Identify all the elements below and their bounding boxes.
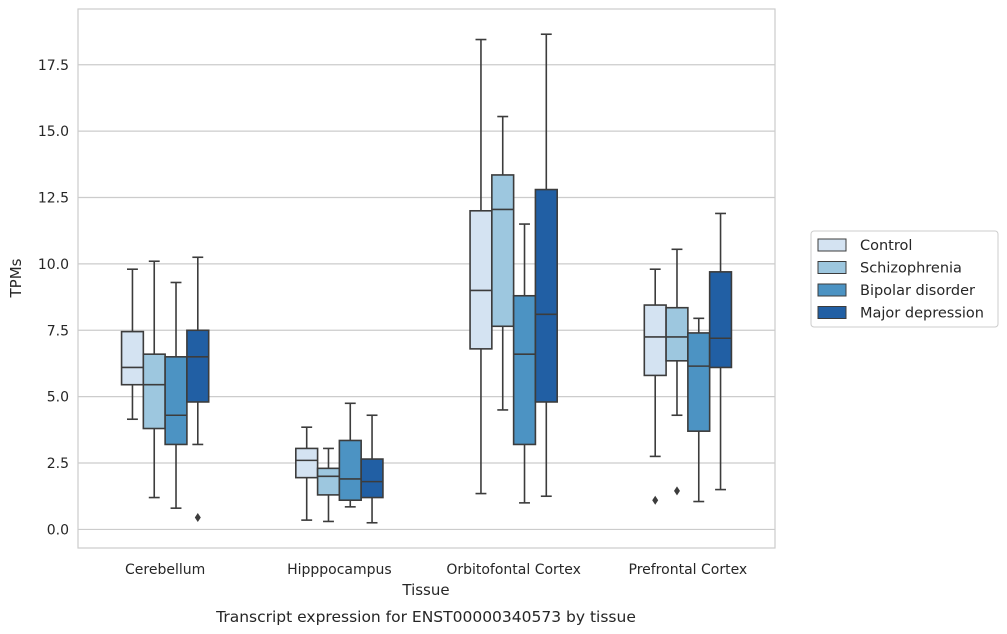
y-axis-label: TPMs	[7, 258, 25, 298]
legend-label: Schizophrenia	[860, 261, 962, 277]
x-tick-label: Hipppocampus	[287, 562, 392, 578]
legend-swatch	[817, 306, 847, 319]
box-iqr	[534, 188, 558, 403]
legend-frame	[810, 230, 999, 328]
box-iqr	[164, 356, 188, 446]
box-iqr	[295, 447, 319, 479]
y-tick-label: 5.0	[47, 390, 69, 406]
box-iqr	[360, 458, 384, 499]
legend-label: Major depression	[860, 306, 984, 322]
box-3-0	[643, 268, 667, 505]
y-tick-label: 15.0	[38, 124, 69, 140]
box-iqr	[120, 330, 145, 386]
box-iqr	[338, 439, 362, 502]
x-axis-label: Tissue	[401, 581, 449, 599]
plot-frame	[77, 8, 776, 549]
outlier-point	[194, 512, 201, 522]
y-tick-label: 7.5	[47, 323, 69, 339]
chart-caption: Transcript expression for ENST0000034057…	[215, 608, 636, 626]
box-3-2	[687, 317, 711, 503]
y-axis-ticks: 0.0 2.5 5.0 7.5 10.0 12.5 15.0 17.5	[38, 58, 69, 539]
box-iqr	[491, 174, 515, 328]
box-2-1	[491, 115, 515, 411]
box-iqr	[469, 209, 493, 350]
box-iqr	[687, 332, 711, 432]
box-iqr	[142, 353, 166, 430]
legend-swatch	[817, 261, 847, 274]
box-iqr	[643, 304, 667, 377]
legend: Control Schizophrenia Bipolar disorder Majo…	[810, 230, 999, 328]
legend-label: Control	[860, 238, 912, 254]
box-1-1	[316, 447, 341, 523]
box-2-2	[512, 223, 537, 504]
box-1-0	[295, 426, 319, 521]
box-0-3	[186, 256, 210, 522]
legend-swatch	[817, 238, 847, 252]
y-tick-label: 2.5	[47, 456, 69, 472]
x-tick-label: Cerebellum	[125, 562, 205, 578]
box-iqr	[708, 271, 733, 369]
outlier-point	[652, 495, 659, 505]
boxes-layer	[120, 33, 733, 524]
y-tick-label: 0.0	[47, 522, 69, 538]
y-tick-label: 17.5	[38, 58, 69, 74]
box-iqr	[186, 329, 210, 403]
x-axis-ticks: Cerebellum Hipppocampus Orbitofontal Corte…	[125, 562, 747, 578]
y-tick-label: 12.5	[38, 191, 69, 207]
box-iqr	[316, 467, 341, 496]
outlier-point	[673, 486, 680, 496]
y-tick-label: 10.0	[38, 257, 69, 273]
box-1-2	[338, 402, 362, 508]
box-2-3	[534, 33, 558, 498]
box-1-3	[360, 414, 384, 524]
box-3-1	[665, 248, 689, 496]
x-tick-label: Orbitofontal Cortex	[446, 562, 581, 578]
box-3-3	[708, 212, 733, 491]
box-0-0	[120, 268, 145, 421]
legend-swatch	[817, 283, 847, 297]
x-tick-label: Prefrontal Cortex	[629, 562, 748, 578]
plot-area	[78, 9, 775, 548]
box-0-2	[164, 281, 188, 509]
box-iqr	[512, 294, 537, 446]
box-iqr	[665, 306, 689, 362]
legend-label: Bipolar disorder	[860, 283, 975, 299]
